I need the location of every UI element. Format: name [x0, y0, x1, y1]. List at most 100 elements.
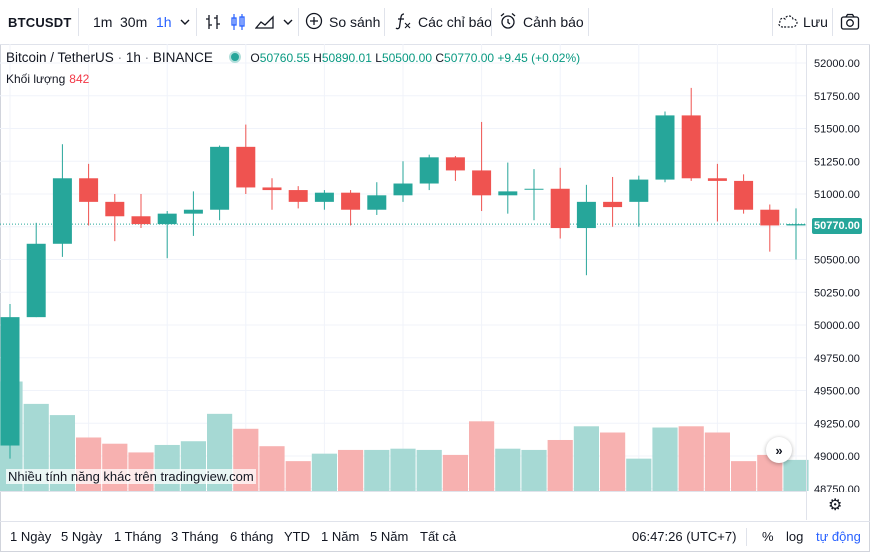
- candle-body: [52, 178, 72, 244]
- double-chevron-right-icon: »: [775, 442, 783, 458]
- auto-scale-toggle[interactable]: tự động: [816, 529, 861, 544]
- range-all[interactable]: Tất cả: [420, 529, 457, 544]
- alerts-label: Cảnh báo: [523, 14, 584, 30]
- toolbar-divider: [384, 8, 385, 36]
- volume-bar: [731, 461, 757, 491]
- volume-bar: [626, 458, 652, 491]
- toolbar-divider: [588, 8, 589, 36]
- high-key: H: [313, 51, 322, 65]
- price-axis-tick-label: 50250.00: [814, 287, 860, 299]
- candle-body: [629, 179, 649, 202]
- indicators-label: Các chỉ báo: [418, 14, 492, 30]
- candle-body: [524, 188, 544, 190]
- settings-gear-icon[interactable]: ⚙: [828, 497, 843, 514]
- low-key: L: [375, 51, 382, 65]
- last-price-tag: 50770.00: [812, 218, 862, 234]
- range-5-years[interactable]: 5 Năm: [370, 529, 409, 544]
- indicators-button[interactable]: Các chỉ báo: [394, 0, 492, 44]
- compare-label: So sánh: [329, 14, 381, 30]
- volume-bar: [521, 449, 547, 491]
- tradingview-watermark[interactable]: Nhiều tính năng khác trên tradingview.co…: [6, 469, 256, 484]
- range-1-month[interactable]: 1 Tháng: [114, 529, 162, 544]
- volume-bar: [547, 439, 573, 491]
- price-axis-border: [806, 44, 807, 520]
- scroll-to-realtime-button[interactable]: »: [766, 437, 792, 463]
- timeframe-1m[interactable]: 1m: [93, 14, 113, 30]
- timezone-clock[interactable]: 06:47:26 (UTC+7): [632, 529, 737, 544]
- candle-body: [655, 115, 675, 180]
- candle-body: [105, 201, 125, 217]
- candle-body: [472, 170, 492, 196]
- price-axis-tick-label: 50500.00: [814, 255, 860, 267]
- volume-bar: [783, 459, 809, 491]
- open-value: 50760.55: [259, 51, 310, 65]
- price-axis-tick-label: 50000.00: [814, 320, 860, 332]
- bottom-toolbar: 1 Ngày 5 Ngày 1 Tháng 3 Tháng 6 tháng YT…: [0, 521, 870, 552]
- compare-button[interactable]: So sánh: [305, 0, 380, 44]
- candle-body: [419, 157, 439, 184]
- candle-style-icon[interactable]: [229, 0, 247, 44]
- range-1-day[interactable]: 1 Ngày: [10, 529, 52, 544]
- volume-bar: [259, 446, 285, 491]
- plus-circle-icon: [305, 12, 323, 33]
- range-ytd[interactable]: YTD: [284, 529, 310, 544]
- price-axis-tick-label: 49750.00: [814, 353, 860, 365]
- cloud-icon: [777, 13, 799, 32]
- candle-body: [786, 224, 806, 226]
- alarm-clock-icon: [499, 12, 517, 33]
- top-toolbar: BTCUSDT 1m 30m 1h So sánh Các chỉ báo Cả…: [0, 0, 870, 45]
- low-value: 50500.00: [381, 51, 432, 65]
- candle-body: [157, 213, 177, 225]
- range-3-months[interactable]: 3 Tháng: [171, 529, 219, 544]
- log-scale-toggle[interactable]: log: [786, 529, 804, 544]
- volume-bar: [390, 448, 416, 491]
- area-style-icon[interactable]: [255, 0, 275, 44]
- price-axis-tick-label: 49500.00: [814, 386, 860, 398]
- timeframe-30m[interactable]: 30m: [120, 14, 148, 30]
- toolbar-divider: [491, 8, 492, 36]
- volume-bar: [469, 421, 495, 491]
- volume-bar: [416, 449, 442, 491]
- candle-body: [26, 243, 46, 318]
- range-6-months[interactable]: 6 tháng: [230, 529, 274, 544]
- legend-pair: Bitcoin / TetherUS: [6, 50, 114, 65]
- toolbar-divider: [772, 8, 773, 36]
- price-axis-tick-label: 49000.00: [814, 451, 860, 463]
- volume-label: Khối lượng: [6, 72, 66, 86]
- volume-bar: [652, 427, 678, 491]
- candle-body: [707, 178, 727, 181]
- price-axis-tick-label: 51500.00: [814, 124, 860, 136]
- function-fx-icon: [394, 12, 412, 33]
- timeframe-1h[interactable]: 1h: [156, 14, 172, 30]
- candle-body: [314, 192, 334, 202]
- candle-body: [79, 178, 99, 202]
- range-5-days[interactable]: 5 Ngày: [61, 529, 103, 544]
- candle-body: [603, 201, 623, 208]
- volume-bar: [678, 426, 704, 491]
- candle-body: [445, 157, 465, 171]
- candle-body: [131, 216, 151, 225]
- volume-bar: [311, 453, 337, 491]
- bar-style-icon[interactable]: [204, 0, 222, 44]
- chart-legend: Bitcoin / TetherUS · 1h · BINANCE O50760…: [6, 50, 581, 65]
- camera-icon[interactable]: [840, 0, 860, 44]
- symbol-search-button[interactable]: BTCUSDT: [8, 14, 72, 30]
- timeframe-dropdown-chevron-icon[interactable]: [180, 0, 190, 44]
- candle-body: [183, 209, 203, 214]
- volume-legend: Khối lượng 842: [6, 72, 89, 86]
- volume-bar: [600, 432, 626, 491]
- candle-body: [288, 190, 308, 202]
- high-value: 50890.01: [321, 51, 372, 65]
- toolbar-divider: [78, 8, 79, 36]
- price-chart[interactable]: 52000.00 51750.00 51500.00 51250.00 51000.00…: [0, 44, 870, 492]
- toolbar-divider: [196, 8, 197, 36]
- volume-bar: [573, 426, 599, 491]
- candle-body: [760, 209, 780, 226]
- range-1-year[interactable]: 1 Năm: [321, 529, 360, 544]
- percent-scale-toggle[interactable]: %: [762, 529, 774, 544]
- save-label: Lưu: [803, 14, 828, 30]
- save-button[interactable]: Lưu: [777, 0, 828, 44]
- volume-bar: [495, 448, 521, 491]
- chart-style-chevron-icon[interactable]: [283, 0, 293, 44]
- alerts-button[interactable]: Cảnh báo: [499, 0, 584, 44]
